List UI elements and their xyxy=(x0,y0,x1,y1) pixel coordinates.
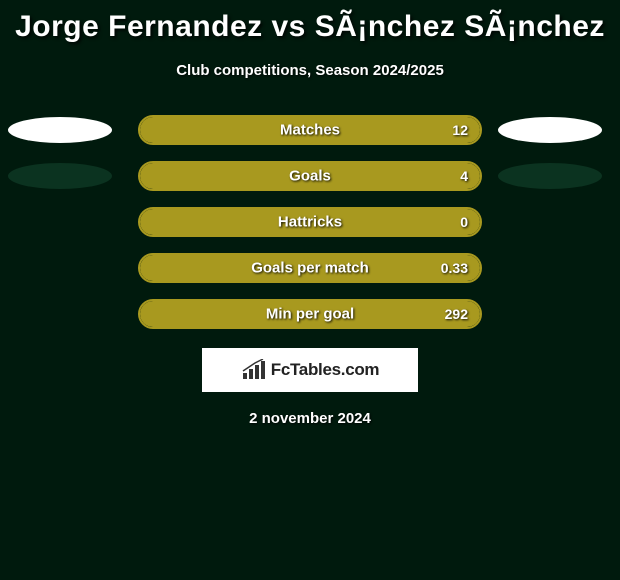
logo-content: FcTables.com xyxy=(241,359,380,381)
left-ellipse xyxy=(8,117,112,143)
chart-icon xyxy=(241,359,267,381)
bar-value: 4 xyxy=(460,168,468,184)
right-ellipse xyxy=(498,163,602,189)
bar-label: Hattricks xyxy=(278,214,342,231)
logo-text: FcTables.com xyxy=(271,360,380,380)
stats-area: Matches 12 Goals 4 Hattricks 0 xyxy=(0,114,620,330)
stat-row-hattricks: Hattricks 0 xyxy=(0,206,620,238)
bar-wrapper: Goals 4 xyxy=(138,161,482,191)
subtitle: Club competitions, Season 2024/2025 xyxy=(0,62,620,79)
stat-row-matches: Matches 12 xyxy=(0,114,620,146)
stat-row-min-per-goal: Min per goal 292 xyxy=(0,298,620,330)
page-title: Jorge Fernandez vs SÃ¡nchez SÃ¡nchez xyxy=(0,10,620,44)
bar-value: 292 xyxy=(445,306,468,322)
logo-box: FcTables.com xyxy=(202,348,418,392)
stat-row-goals-per-match: Goals per match 0.33 xyxy=(0,252,620,284)
bar-wrapper: Matches 12 xyxy=(138,115,482,145)
bar-wrapper: Min per goal 292 xyxy=(138,299,482,329)
left-ellipse xyxy=(8,163,112,189)
bar-wrapper: Hattricks 0 xyxy=(138,207,482,237)
bar-label: Min per goal xyxy=(266,306,354,323)
bar-label: Goals xyxy=(289,168,331,185)
bar-value: 0.33 xyxy=(441,260,468,276)
stat-row-goals: Goals 4 xyxy=(0,160,620,192)
right-ellipse xyxy=(498,117,602,143)
date-text: 2 november 2024 xyxy=(0,410,620,427)
bar-value: 12 xyxy=(452,122,468,138)
bar-value: 0 xyxy=(460,214,468,230)
bar-label: Matches xyxy=(280,122,340,139)
bar-label: Goals per match xyxy=(251,260,369,277)
comparison-card: Jorge Fernandez vs SÃ¡nchez SÃ¡nchez Clu… xyxy=(0,0,620,437)
bar-wrapper: Goals per match 0.33 xyxy=(138,253,482,283)
